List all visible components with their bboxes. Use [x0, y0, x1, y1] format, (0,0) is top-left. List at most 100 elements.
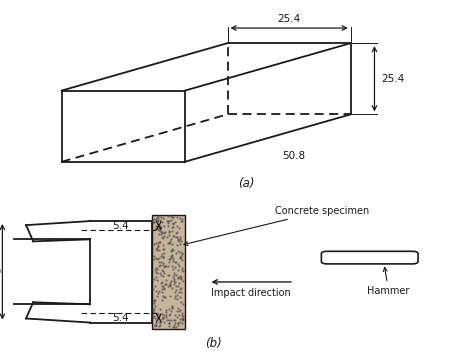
Point — [155, 323, 163, 329]
Point — [174, 237, 182, 243]
Point — [153, 247, 160, 253]
Point — [172, 234, 180, 240]
Point — [159, 262, 166, 268]
Point — [154, 217, 161, 223]
Point — [150, 310, 158, 315]
Point — [170, 324, 177, 330]
Point — [176, 275, 183, 280]
Point — [150, 241, 158, 246]
Point — [152, 323, 159, 328]
Point — [164, 272, 172, 277]
Point — [155, 214, 162, 219]
Point — [155, 255, 163, 261]
Point — [164, 219, 172, 224]
Point — [160, 215, 167, 221]
Point — [163, 218, 171, 223]
Point — [171, 317, 178, 323]
Point — [169, 214, 177, 220]
Point — [158, 311, 165, 316]
Point — [175, 238, 183, 244]
Point — [173, 250, 180, 256]
Point — [169, 305, 176, 311]
Point — [156, 319, 164, 324]
Point — [172, 312, 179, 317]
Point — [166, 280, 174, 286]
Point — [178, 312, 186, 318]
Point — [151, 300, 158, 306]
Point — [176, 286, 183, 292]
Point — [160, 223, 168, 229]
Point — [154, 215, 162, 221]
Point — [176, 319, 184, 324]
Point — [171, 320, 179, 326]
Point — [160, 286, 167, 291]
Point — [178, 310, 185, 316]
Point — [154, 219, 162, 224]
Text: 40: 40 — [0, 267, 1, 277]
Point — [151, 283, 158, 288]
Point — [152, 223, 160, 228]
Point — [156, 270, 164, 275]
Text: 5.4: 5.4 — [112, 221, 129, 231]
Point — [165, 228, 173, 234]
Point — [168, 248, 175, 254]
Point — [164, 223, 172, 229]
Point — [171, 295, 178, 300]
Point — [157, 273, 164, 278]
Point — [154, 244, 162, 249]
Point — [157, 253, 165, 258]
Point — [158, 251, 166, 257]
Point — [165, 317, 173, 323]
Point — [158, 297, 166, 303]
Point — [167, 278, 175, 284]
Point — [165, 306, 173, 311]
Point — [150, 298, 158, 304]
Point — [154, 267, 161, 272]
Point — [166, 311, 173, 316]
Point — [173, 273, 180, 278]
Point — [174, 274, 182, 279]
Point — [159, 246, 167, 252]
Point — [164, 213, 172, 219]
Point — [151, 297, 158, 303]
Point — [156, 225, 164, 231]
Point — [150, 216, 157, 222]
Point — [175, 312, 183, 318]
Point — [171, 281, 178, 287]
Point — [161, 312, 168, 318]
Point — [150, 306, 158, 311]
Point — [152, 216, 160, 222]
Point — [178, 251, 185, 257]
Point — [168, 304, 176, 309]
Point — [153, 270, 160, 275]
Point — [159, 293, 167, 299]
Point — [149, 286, 157, 291]
Point — [174, 321, 182, 326]
Point — [159, 261, 167, 266]
Point — [150, 313, 158, 319]
Point — [167, 253, 175, 259]
Point — [173, 283, 180, 289]
Point — [162, 263, 170, 269]
Point — [173, 314, 180, 319]
Point — [179, 267, 186, 273]
Point — [178, 265, 186, 271]
Point — [160, 294, 168, 299]
Point — [161, 231, 168, 236]
Point — [173, 229, 181, 234]
Point — [169, 254, 176, 260]
Point — [173, 292, 181, 298]
Point — [150, 297, 158, 303]
Point — [152, 315, 159, 321]
Point — [161, 282, 169, 287]
Point — [171, 270, 178, 276]
Point — [163, 307, 170, 313]
Point — [174, 249, 182, 254]
Point — [164, 283, 172, 289]
Point — [159, 255, 167, 260]
Point — [177, 238, 184, 244]
Point — [171, 279, 179, 285]
Point — [175, 263, 182, 269]
Point — [169, 304, 176, 310]
Point — [161, 229, 169, 235]
